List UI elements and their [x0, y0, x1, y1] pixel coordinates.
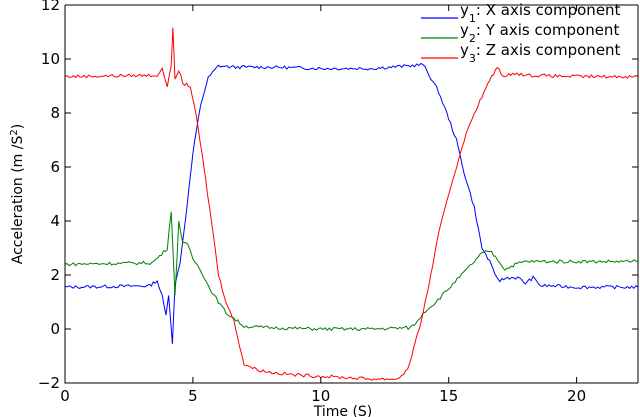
- y-axis-label-close: ): [10, 124, 26, 129]
- y-tick-label: 0: [50, 320, 60, 338]
- x-axis-label: Time (S): [313, 404, 373, 417]
- x-tick-label: 0: [60, 387, 70, 405]
- series-layer: [64, 27, 639, 381]
- y-tick-label: 10: [41, 50, 60, 68]
- y-axis-label: Acceleration (m /S2): [9, 124, 27, 264]
- x-tick-label: 20: [567, 387, 586, 405]
- x-tick-label: 15: [439, 387, 458, 405]
- y-tick-label: −2: [38, 374, 60, 392]
- y-tick-label: 12: [41, 0, 60, 14]
- legend-entry-3: y3: Z axis component: [460, 41, 621, 65]
- x-tick-label: 5: [188, 387, 198, 405]
- y-tick-label: 8: [50, 104, 60, 122]
- y-tick-label: 6: [50, 158, 60, 176]
- x-tick-label: 10: [311, 387, 330, 405]
- series-line-1: [64, 62, 639, 344]
- series-line-3: [64, 27, 639, 381]
- y-axis-label-sup: 2: [9, 129, 20, 135]
- y-axis-label-text: Acceleration (m /S: [10, 136, 26, 265]
- series-line-2: [64, 211, 639, 332]
- axis-lines: [64, 5, 638, 384]
- legend-entry-1: y1: X axis component: [460, 1, 621, 25]
- legend-entry-2: y2: Y axis component: [460, 21, 619, 45]
- y-tick-label: 2: [50, 266, 60, 284]
- y-tick-label: 4: [50, 212, 60, 230]
